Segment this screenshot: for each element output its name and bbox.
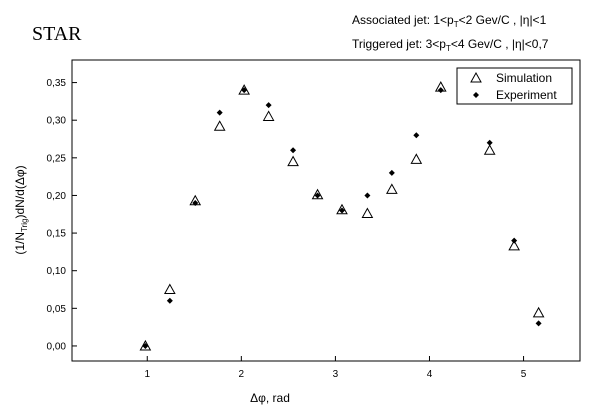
experiment-point-3: [216, 109, 223, 116]
experiment-point-9: [364, 192, 371, 199]
legend-diamond-icon: [473, 92, 479, 98]
x-tick-label-2: 2: [239, 369, 245, 380]
experiment-point-8: [338, 207, 345, 214]
simulation-point-6: [287, 155, 299, 167]
experiment-point-10: [388, 169, 395, 176]
y-tick-label-3: 0,15: [47, 229, 67, 240]
experiment-point-14: [486, 139, 493, 146]
y-axis-label: (1/NTrig)dN/d(Δφ): [13, 165, 29, 254]
experiment-point-0: [142, 342, 149, 349]
experiment-point-4: [241, 87, 248, 94]
data-marks: [139, 81, 545, 351]
experiment-point-2: [192, 199, 199, 206]
y-tick-label-7: 0,35: [47, 78, 67, 89]
simulation-point-16: [532, 306, 545, 318]
simulation-point-5: [262, 110, 275, 121]
legend-experiment-label: Experiment: [496, 88, 557, 102]
legend: Simulation Experiment: [456, 67, 573, 105]
legend-triangle-icon: [470, 71, 482, 83]
x-tick-label-5: 5: [521, 369, 527, 380]
simulation-point-3: [213, 120, 226, 131]
experiment-point-7: [314, 192, 321, 199]
plot-frame: [71, 59, 581, 362]
legend-simulation-label: Simulation: [496, 71, 552, 85]
simulation-point-15: [508, 239, 520, 251]
y-tick-label-0: 0,00: [47, 341, 67, 352]
simulation-point-9: [361, 207, 374, 219]
y-tick-label-4: 0,20: [47, 191, 67, 202]
y-axis: 0,00 0,05 0,10 0,15 0,20 0,25 0,30 0,35: [47, 78, 77, 352]
triggered-jet-annotation: Triggered jet: 3<pT<4 Gev/C , |η|<0,7: [352, 37, 549, 53]
x-tick-label-3: 3: [333, 369, 339, 380]
y-tick-label-6: 0,30: [47, 116, 67, 127]
experiment-point-5: [265, 102, 272, 109]
simulation-point-1: [163, 283, 176, 295]
experiment-point-1: [166, 297, 173, 304]
y-tick-label-1: 0,05: [47, 304, 67, 315]
y-tick-label-5: 0,25: [47, 153, 67, 164]
experiment-point-12: [437, 87, 444, 94]
experiment-point-11: [413, 132, 420, 139]
x-tick-label-1: 1: [144, 369, 150, 380]
experiment-point-16: [535, 320, 542, 327]
x-axis-label: Δφ, rad: [250, 391, 290, 405]
associated-jet-annotation: Associated jet: 1<pT<2 Gev/C , |η|<1: [352, 13, 547, 29]
simulation-point-14: [483, 144, 496, 155]
simulation-point-10: [386, 183, 398, 194]
x-axis: 1 2 3 4 5: [144, 356, 527, 380]
x-tick-label-4: 4: [427, 369, 433, 380]
experiment-point-15: [511, 237, 518, 244]
y-tick-label-2: 0,10: [47, 266, 67, 277]
simulation-point-11: [410, 153, 423, 164]
star-label: STAR: [32, 23, 82, 45]
experiment-point-6: [290, 147, 297, 154]
